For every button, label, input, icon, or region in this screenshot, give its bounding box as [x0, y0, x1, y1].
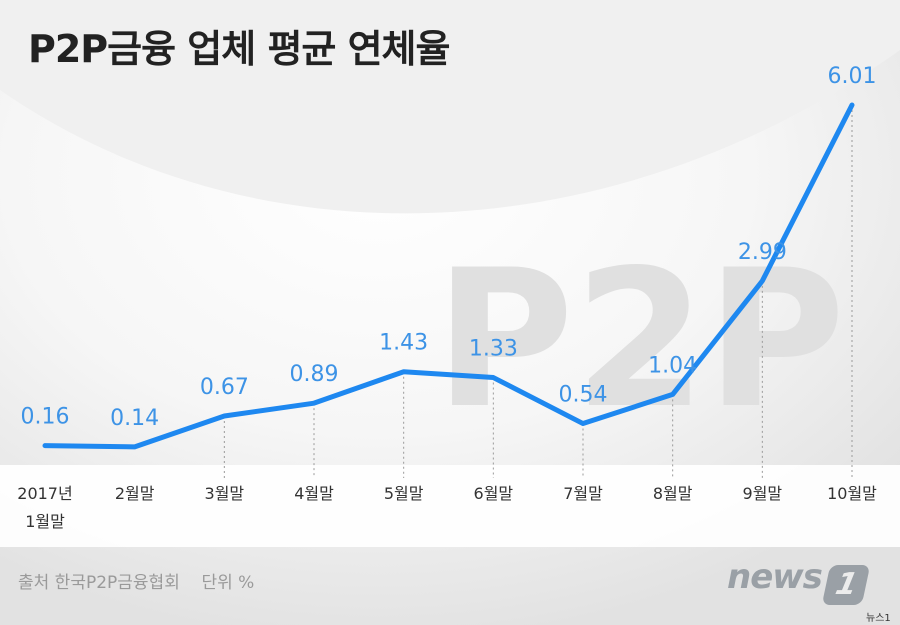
- data-label: 0.16: [21, 405, 70, 430]
- x-tick-label: 9월말: [743, 484, 783, 503]
- source-note: 출처 한국P2P금융협회 단위 %: [18, 573, 255, 593]
- guide-lines: [223, 105, 853, 478]
- x-tick-label: 3월말: [205, 484, 245, 503]
- data-label: 0.89: [290, 362, 339, 387]
- x-tick-label: 8월말: [653, 484, 693, 503]
- logo-badge: 1: [821, 565, 871, 605]
- x-tick-label: 7월말: [563, 484, 603, 503]
- x-axis-band: [0, 465, 900, 547]
- logo-text: news: [727, 557, 823, 597]
- x-tick-labels: 2017년 1월말 2월말 3월말 4월말 5월말 6월말 7월말 8월말 9월말 10월말: [17, 484, 877, 531]
- page-title: P2P금융 업체 평균 연체율: [28, 27, 450, 71]
- watermark: P2P: [435, 229, 846, 450]
- x-tick-label: 5월말: [384, 484, 424, 503]
- data-label: 1.33: [469, 337, 518, 362]
- series-line: [42, 102, 855, 450]
- data-label: 0.54: [559, 383, 608, 408]
- data-label: 0.14: [110, 406, 159, 431]
- background-arc: [0, 0, 900, 214]
- credit: 뉴스1: [866, 613, 891, 624]
- x-tick-label: 6월말: [474, 484, 514, 503]
- x-tick-label: 4월말: [294, 484, 334, 503]
- data-labels: 0.16 0.14 0.67 0.89 1.43 1.33 0.54 1.04 2.99 6.01: [21, 64, 877, 431]
- x-tick-label: 10월말: [827, 484, 877, 503]
- data-label: 2.99: [738, 240, 787, 265]
- data-label: 1.04: [648, 353, 697, 378]
- x-tick-label: 2월말: [115, 484, 155, 503]
- x-tick-label: 2017년 1월말: [17, 484, 72, 531]
- data-label: 0.67: [200, 375, 249, 400]
- data-label: 1.43: [379, 331, 428, 356]
- data-label: 6.01: [828, 64, 877, 89]
- news-logo: news 1: [727, 557, 871, 605]
